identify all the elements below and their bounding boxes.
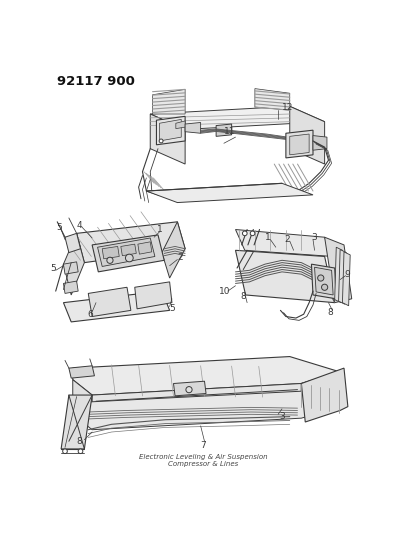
Text: 11: 11 <box>224 126 235 135</box>
Polygon shape <box>73 357 340 395</box>
Text: 4: 4 <box>77 221 82 230</box>
Text: 1: 1 <box>265 233 271 241</box>
Polygon shape <box>97 238 155 266</box>
Polygon shape <box>121 244 136 256</box>
Polygon shape <box>216 124 232 136</box>
Circle shape <box>242 231 247 236</box>
Text: 9: 9 <box>344 270 350 279</box>
Text: 3: 3 <box>312 233 318 243</box>
Circle shape <box>159 139 163 143</box>
Circle shape <box>78 449 83 454</box>
Text: 8: 8 <box>240 292 246 301</box>
Circle shape <box>107 257 113 263</box>
Circle shape <box>250 231 255 236</box>
Text: 8: 8 <box>76 437 82 446</box>
Polygon shape <box>313 135 327 150</box>
Text: 3: 3 <box>279 412 285 421</box>
Polygon shape <box>185 123 201 133</box>
Text: 10: 10 <box>219 287 230 296</box>
Polygon shape <box>176 121 185 128</box>
Polygon shape <box>69 366 95 378</box>
Polygon shape <box>162 222 185 278</box>
Text: 2: 2 <box>285 235 290 244</box>
Text: 12: 12 <box>282 103 293 112</box>
Polygon shape <box>102 246 119 259</box>
Polygon shape <box>311 264 336 299</box>
Polygon shape <box>76 222 185 263</box>
Polygon shape <box>339 249 346 304</box>
Polygon shape <box>65 233 80 253</box>
Polygon shape <box>152 90 185 114</box>
Polygon shape <box>135 282 172 309</box>
Circle shape <box>186 386 192 393</box>
Polygon shape <box>236 251 335 303</box>
Polygon shape <box>63 281 78 294</box>
Polygon shape <box>150 114 185 164</box>
Polygon shape <box>343 252 350 306</box>
Polygon shape <box>63 262 78 274</box>
Polygon shape <box>61 395 92 449</box>
Polygon shape <box>63 291 169 322</box>
Text: 8: 8 <box>327 308 333 317</box>
Text: 1: 1 <box>157 225 162 234</box>
Polygon shape <box>88 287 131 317</box>
Polygon shape <box>290 106 325 164</box>
Circle shape <box>126 254 133 262</box>
Text: 5: 5 <box>51 264 56 273</box>
Polygon shape <box>92 235 164 272</box>
Text: 7: 7 <box>200 441 206 450</box>
Polygon shape <box>301 368 348 422</box>
Polygon shape <box>255 88 290 110</box>
Circle shape <box>63 449 67 454</box>
Text: 2: 2 <box>177 254 183 262</box>
Polygon shape <box>290 134 309 155</box>
Text: 6: 6 <box>87 310 93 319</box>
Polygon shape <box>301 372 340 407</box>
Polygon shape <box>335 247 343 303</box>
Polygon shape <box>147 183 313 203</box>
Circle shape <box>322 284 328 290</box>
Polygon shape <box>325 237 352 303</box>
Text: Electronic Leveling & Air Suspension
Compressor & Lines: Electronic Leveling & Air Suspension Com… <box>139 454 267 467</box>
Text: 5: 5 <box>56 223 62 232</box>
Polygon shape <box>160 119 181 141</box>
Text: 92117 900: 92117 900 <box>57 75 135 88</box>
Polygon shape <box>150 106 325 130</box>
Polygon shape <box>286 130 313 158</box>
Polygon shape <box>63 233 84 295</box>
Polygon shape <box>236 230 332 256</box>
Polygon shape <box>138 242 152 254</box>
Text: 5: 5 <box>169 304 175 313</box>
Polygon shape <box>173 381 206 396</box>
Polygon shape <box>92 384 301 418</box>
Polygon shape <box>156 116 185 145</box>
Polygon shape <box>73 379 92 418</box>
Polygon shape <box>314 267 333 295</box>
Circle shape <box>318 275 324 281</box>
Polygon shape <box>73 391 340 430</box>
